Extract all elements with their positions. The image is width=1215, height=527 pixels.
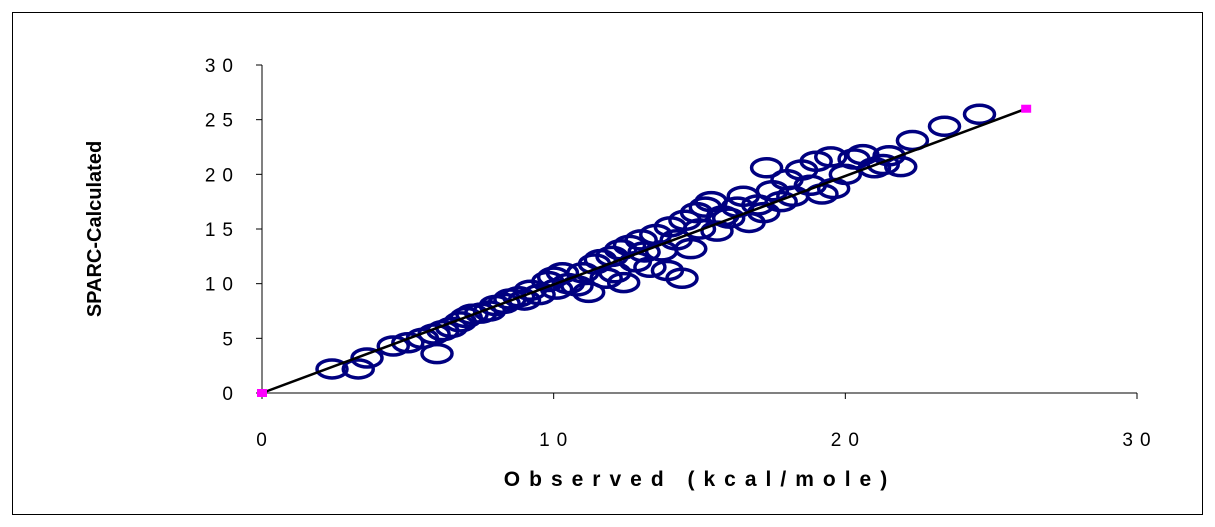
data-point	[589, 267, 623, 289]
data-point	[571, 281, 606, 304]
data-point	[749, 157, 784, 179]
x-tick-label: 30	[1122, 430, 1157, 451]
y-tick-label: 30	[205, 56, 240, 77]
endpoint-marker	[1021, 104, 1032, 113]
data-point	[711, 207, 746, 229]
y-tick-label: 10	[205, 275, 240, 296]
data-point	[350, 347, 384, 369]
data-point	[627, 241, 661, 263]
endpoint-markers	[257, 104, 1032, 397]
data-point	[895, 129, 930, 152]
data-point	[872, 144, 906, 167]
data-points	[315, 103, 997, 380]
data-point	[682, 218, 717, 240]
data-point	[665, 267, 699, 289]
data-point	[962, 103, 997, 125]
data-point	[606, 271, 641, 294]
data-point	[341, 358, 375, 380]
x-tick-label: 0	[256, 430, 274, 451]
x-tick-label: 20	[831, 430, 866, 451]
data-point	[315, 358, 349, 380]
x-axis-title: Observed (kcal/mole)	[504, 468, 896, 491]
data-point	[814, 146, 848, 168]
data-point	[884, 155, 918, 178]
data-point	[927, 115, 962, 137]
endpoint-marker	[257, 389, 267, 397]
y-tick-label: 5	[222, 329, 240, 350]
y-axis-title: SPARC-Calculated	[84, 141, 106, 317]
data-point	[674, 237, 708, 260]
data-point	[501, 286, 536, 308]
y-tick-label: 15	[205, 220, 240, 241]
x-tick-labels: 0 10 20 30	[256, 393, 1157, 451]
y-tick-labels: 0 5 10 15 20 25 30	[205, 56, 262, 405]
data-point	[420, 342, 454, 365]
y-tick-label: 20	[205, 165, 240, 186]
fit-line	[261, 107, 1027, 395]
y-tick-label: 25	[205, 111, 240, 132]
x-tick-label: 10	[539, 430, 574, 451]
y-tick-label: 0	[222, 384, 240, 405]
data-point	[376, 335, 410, 357]
